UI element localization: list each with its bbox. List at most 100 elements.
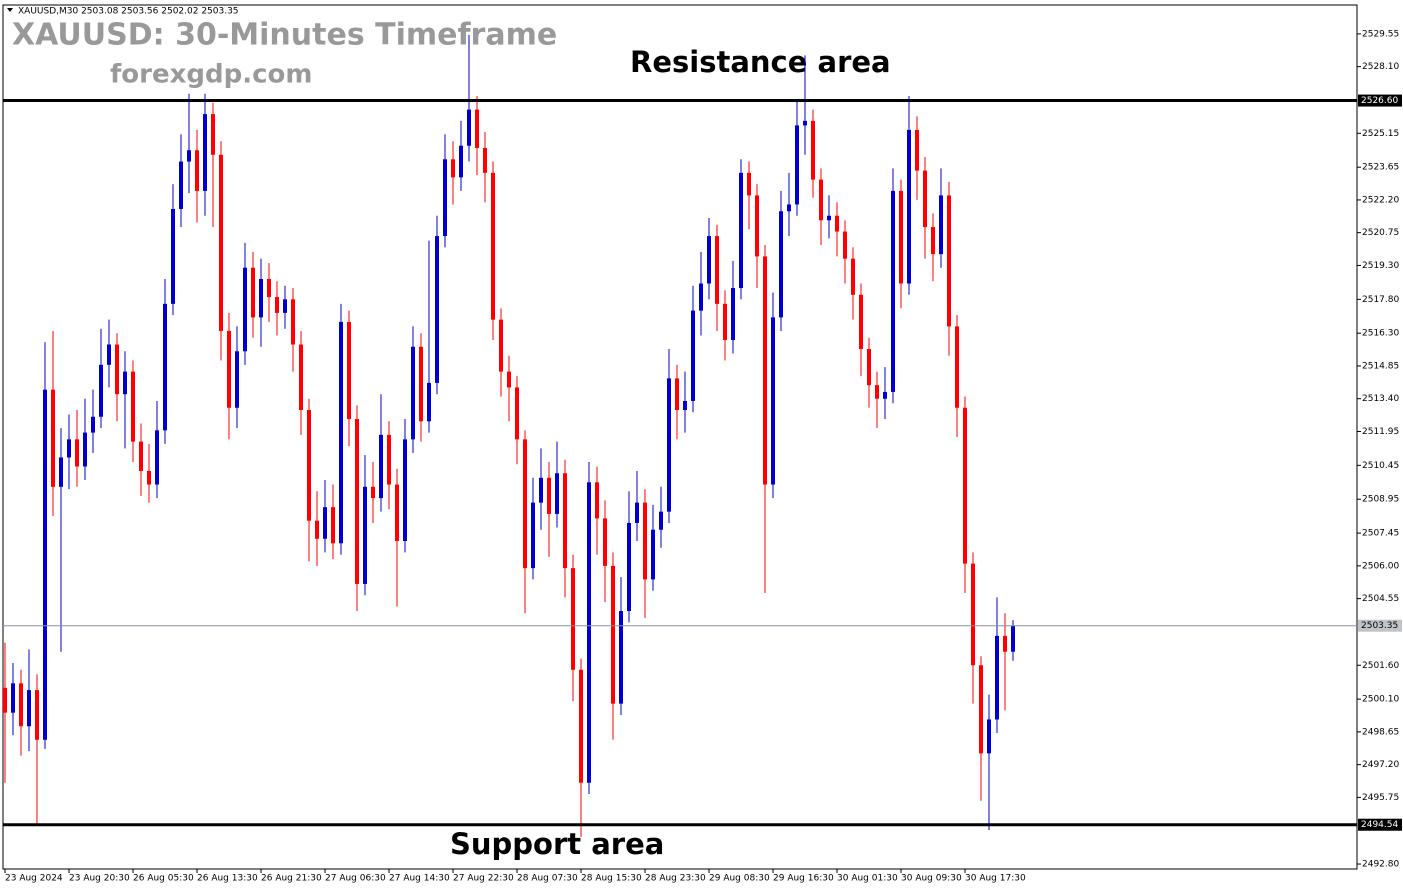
y-tick-label: 2519.30 [1362, 261, 1399, 271]
candle-body [419, 346, 423, 422]
candle-body [403, 439, 407, 542]
x-tick-label: 29 Aug 08:30 [709, 874, 770, 884]
x-tick-label: 28 Aug 07:30 [517, 874, 578, 884]
candle-body [603, 518, 607, 566]
x-tick-label: 30 Aug 09:30 [901, 874, 962, 884]
candle-body [931, 227, 935, 255]
x-tick-label: 28 Aug 23:30 [645, 874, 706, 884]
candle-body [147, 470, 151, 485]
candle-body [787, 204, 791, 212]
y-tick-label: 2507.45 [1362, 529, 1399, 539]
candle-body [427, 382, 431, 422]
candle-body [675, 378, 679, 411]
candle-body [859, 294, 863, 350]
candle-body [563, 473, 567, 569]
y-tick-label: 2528.10 [1362, 62, 1399, 72]
candle-body [595, 482, 599, 519]
candle-body [923, 170, 927, 228]
y-tick-label: 2510.45 [1362, 461, 1399, 471]
candle-body [251, 267, 255, 318]
level-label: 2526.60 [1361, 96, 1398, 106]
chart-subtitle: forexgdp.com [110, 60, 312, 90]
candle-body [11, 683, 15, 713]
y-tick-label: 2525.15 [1362, 129, 1399, 139]
y-tick-label: 2517.80 [1362, 295, 1399, 305]
annotation: Support area [450, 827, 664, 861]
candle-body [763, 256, 767, 485]
y-tick-label: 2504.55 [1362, 594, 1399, 604]
x-tick-label: 26 Aug 21:30 [261, 874, 322, 884]
candle-body [67, 439, 71, 458]
candle-body [891, 190, 895, 392]
candle-body [355, 419, 359, 584]
candle-body [275, 297, 279, 313]
candle-body [291, 299, 295, 345]
candle-body [227, 330, 231, 408]
candle-body [867, 349, 871, 386]
x-tick-label: 27 Aug 22:30 [453, 874, 514, 884]
candle-body [555, 473, 559, 514]
candle-body [547, 477, 551, 514]
candle-body [795, 125, 799, 205]
candle-body [387, 434, 391, 485]
candle-body [691, 310, 695, 401]
last-price-label: 2503.35 [1361, 621, 1398, 631]
candle-body [779, 211, 783, 318]
x-tick-label: 26 Aug 13:30 [197, 874, 258, 884]
candle-body [35, 690, 39, 740]
candle-body [467, 109, 471, 146]
level-label: 2494.54 [1361, 820, 1398, 830]
y-tick-label: 2516.30 [1362, 329, 1399, 339]
y-tick-label: 2492.80 [1362, 860, 1399, 870]
candle-body [819, 179, 823, 221]
candle-body [851, 258, 855, 295]
chart-title: XAUUSD: 30-Minutes Timeframe [12, 18, 557, 53]
candle-body [75, 439, 79, 467]
candle-body [115, 344, 119, 395]
symbol-header: XAUUSD,M30 2503.08 2503.56 2502.02 2503.… [18, 7, 239, 17]
candle-body [499, 319, 503, 372]
candle-body [139, 441, 143, 471]
candle-body [707, 236, 711, 284]
candle-body [323, 507, 327, 539]
candle-body [371, 486, 375, 499]
y-tick-label: 2508.95 [1362, 495, 1399, 505]
last-price-box [1358, 619, 1402, 632]
candle-body [187, 150, 191, 162]
candle-body [907, 129, 911, 284]
candle-body [899, 190, 903, 284]
candle-body [915, 129, 919, 171]
candle-body [211, 114, 215, 155]
x-tick-label: 27 Aug 14:30 [389, 874, 450, 884]
candle-body [963, 407, 967, 564]
candle-body [339, 321, 343, 544]
candle-body [515, 387, 519, 440]
candle-body [27, 690, 31, 727]
candle-body [3, 687, 7, 713]
y-tick-label: 2501.60 [1362, 661, 1399, 671]
candle-body [643, 502, 647, 580]
candle-body [475, 109, 479, 148]
y-tick-label: 2500.10 [1362, 695, 1399, 705]
candle-body [363, 486, 367, 584]
candle-body [723, 303, 727, 340]
candle-body [19, 683, 23, 727]
candle-body [875, 385, 879, 399]
candle-body [619, 611, 623, 704]
candle-body [411, 346, 415, 440]
candle-body [1003, 635, 1007, 652]
y-tick-label: 2498.65 [1362, 727, 1399, 737]
x-tick-label: 23 Aug 2024 [5, 874, 63, 884]
candle-body [123, 371, 127, 395]
y-tick-label: 2529.55 [1362, 29, 1399, 39]
candle-body [299, 344, 303, 411]
candle-body [523, 439, 527, 569]
candle-body [755, 195, 759, 257]
candle-body [483, 147, 487, 173]
level-label-box [1358, 94, 1402, 107]
candle-body [435, 236, 439, 383]
candle-body [579, 669, 583, 783]
candle-body [43, 389, 47, 740]
